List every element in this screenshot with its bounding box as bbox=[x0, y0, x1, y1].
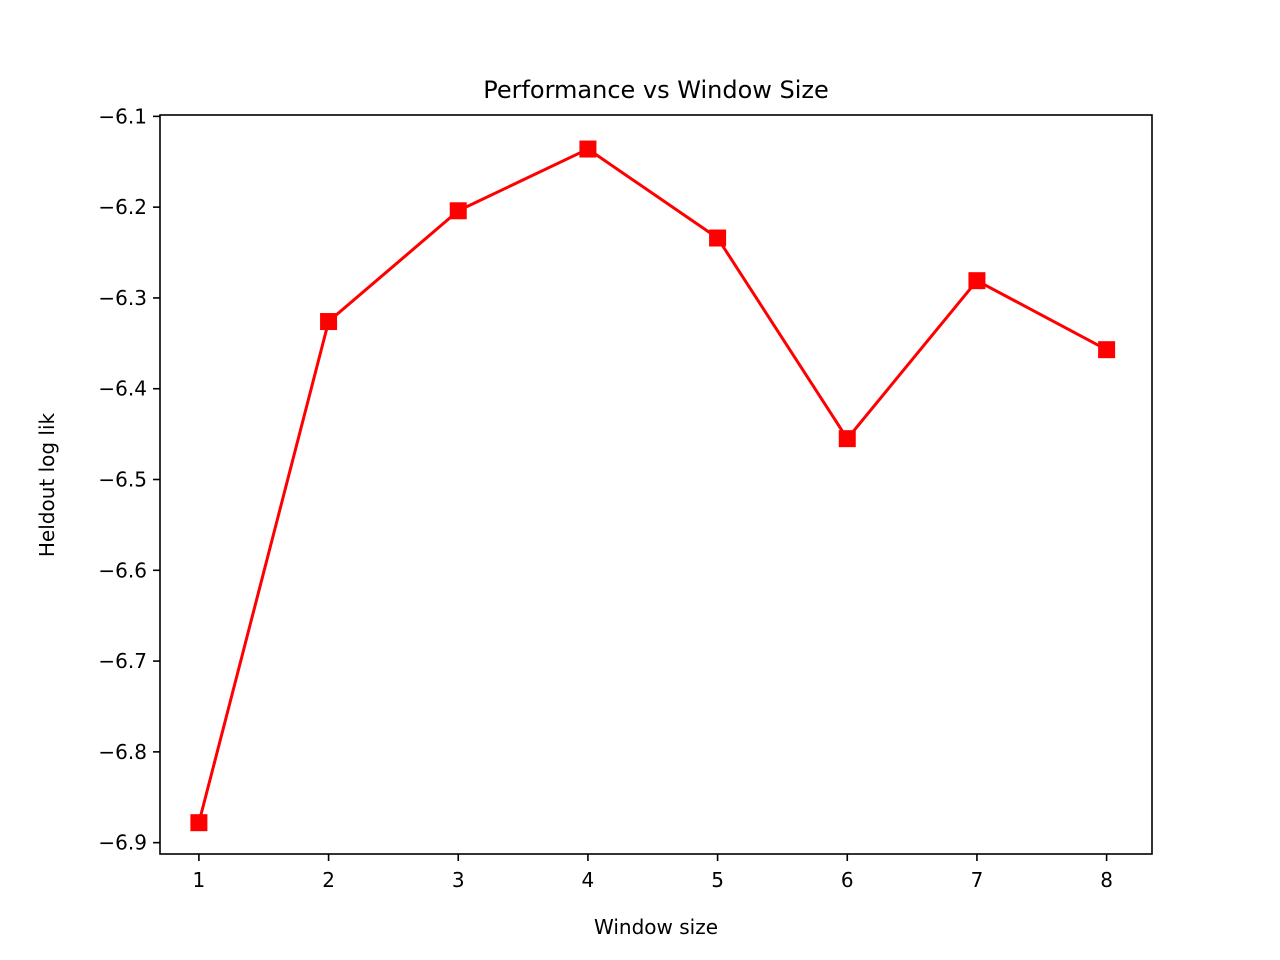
y-axis-ticks: −6.1 −6.2 −6.3 −6.4 −6.5 −6.6 −6.7 −6.8 −6.9 bbox=[98, 104, 160, 855]
series-line bbox=[197, 147, 1108, 824]
data-point bbox=[579, 140, 597, 158]
x-tick-label: 8 bbox=[1100, 868, 1113, 892]
data-point bbox=[449, 202, 467, 220]
x-tick-label: 7 bbox=[971, 868, 984, 892]
y-tick-label: −6.9 bbox=[98, 831, 147, 855]
series-layer bbox=[190, 140, 1116, 832]
y-tick-label: −6.3 bbox=[98, 286, 147, 310]
x-axis-ticks: 1 2 3 4 5 6 7 8 bbox=[193, 854, 1113, 892]
data-point bbox=[1098, 341, 1116, 359]
y-tick-label: −6.4 bbox=[98, 377, 147, 401]
data-point bbox=[838, 430, 856, 448]
y-tick-label: −6.7 bbox=[98, 649, 147, 673]
x-tick-label: 2 bbox=[322, 868, 335, 892]
data-point bbox=[709, 229, 727, 247]
plot-area bbox=[160, 115, 1152, 854]
y-tick-label: −6.5 bbox=[98, 468, 147, 492]
y-tick-label: −6.2 bbox=[98, 195, 147, 219]
x-axis-label: Window size bbox=[594, 915, 718, 939]
x-tick-label: 4 bbox=[582, 868, 595, 892]
x-tick-label: 3 bbox=[452, 868, 465, 892]
chart-title: Performance vs Window Size bbox=[483, 76, 829, 104]
y-tick-label: −6.8 bbox=[98, 740, 147, 764]
data-point bbox=[190, 814, 208, 832]
x-tick-label: 5 bbox=[711, 868, 724, 892]
data-point bbox=[968, 272, 986, 290]
plot-frame bbox=[159, 114, 1153, 855]
data-point bbox=[320, 313, 338, 331]
x-tick-label: 1 bbox=[193, 868, 206, 892]
y-tick-label: −6.6 bbox=[98, 558, 147, 582]
y-tick-label: −6.1 bbox=[98, 104, 147, 128]
y-axis-label: Heldout log lik bbox=[35, 412, 59, 557]
x-tick-label: 6 bbox=[841, 868, 854, 892]
